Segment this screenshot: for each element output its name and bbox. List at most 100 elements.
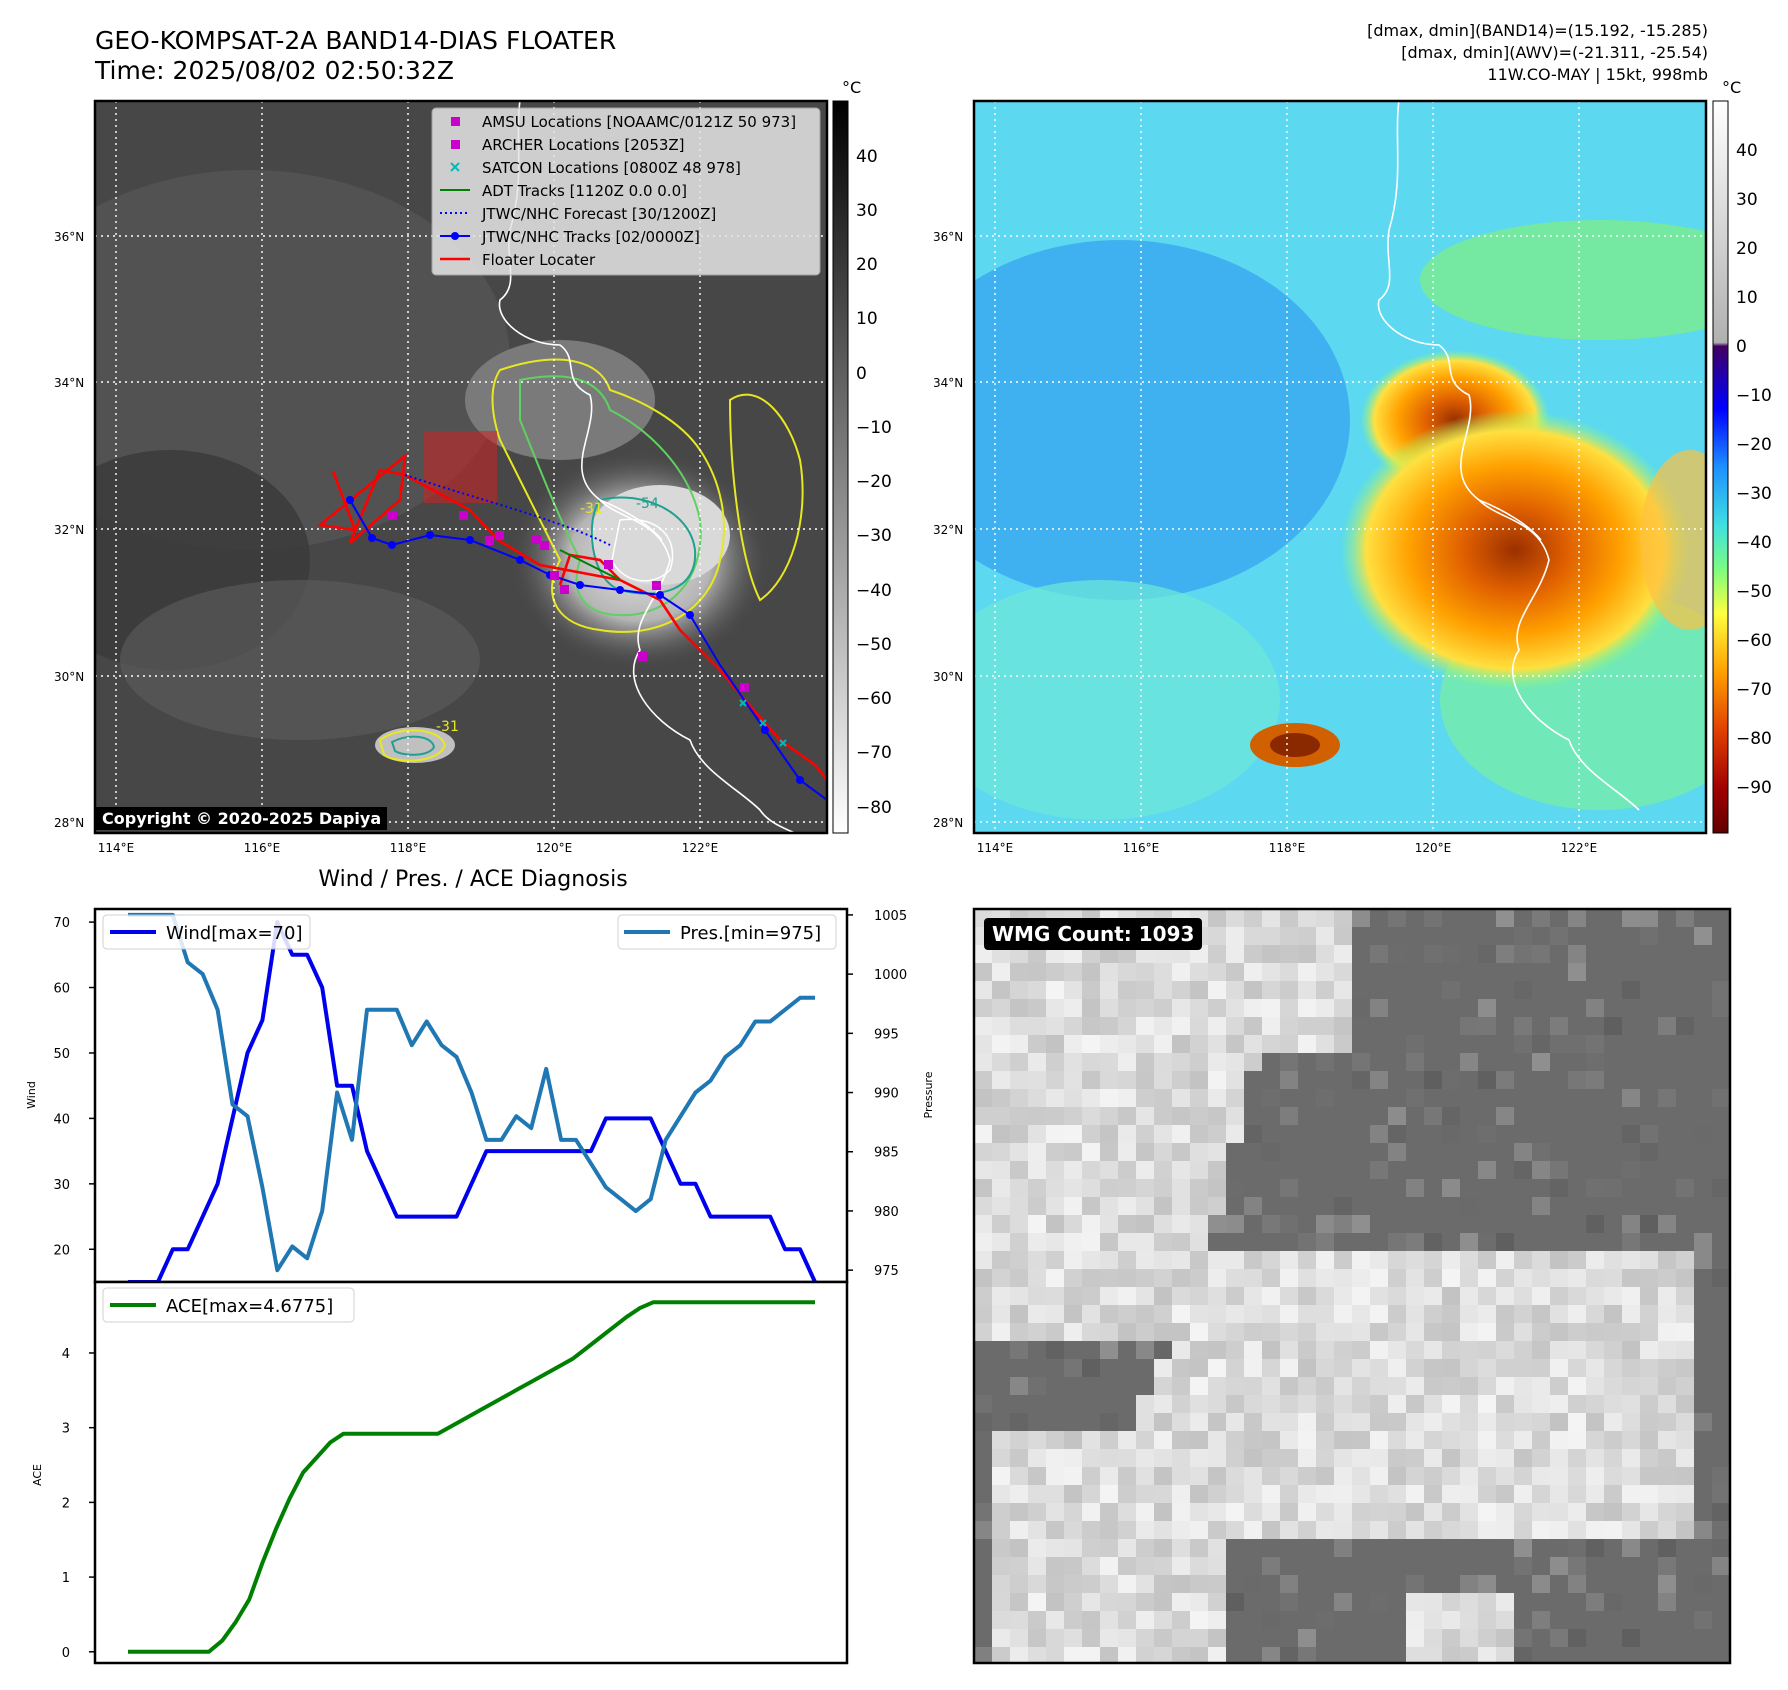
wmg-cell: [1478, 1359, 1496, 1377]
ir-map-lat-labels: 36°N 34°N 32°N 30°N 28°N: [54, 230, 84, 830]
wmg-cell: [1568, 963, 1586, 981]
wmg-cell: [1082, 1485, 1100, 1503]
wmg-cell: [1442, 1467, 1460, 1485]
wmg-cell: [1082, 1233, 1100, 1251]
wmg-cell: [1118, 1251, 1136, 1269]
wmg-cell: [974, 999, 992, 1017]
wmg-cell: [1550, 1323, 1568, 1341]
wmg-cell: [1532, 1143, 1550, 1161]
wmg-cell: [1046, 1611, 1064, 1629]
wmg-cell: [1010, 1611, 1028, 1629]
pressure-legend-label: Pres.[min=975]: [680, 923, 821, 944]
wmg-cell: [1640, 909, 1658, 927]
wmg-cell: [1136, 1143, 1154, 1161]
ace-tick-label: 4: [62, 1347, 70, 1362]
wmg-cell: [1712, 1467, 1730, 1485]
wmg-cell: [1460, 1521, 1478, 1539]
wmg-cell: [1406, 1269, 1424, 1287]
wmg-cell: [1370, 1395, 1388, 1413]
lat-label: 36°N: [54, 230, 84, 244]
wmg-cell: [1082, 1521, 1100, 1539]
wmg-cell: [1460, 1575, 1478, 1593]
wmg-cell: [1046, 999, 1064, 1017]
wmg-cell: [1442, 1395, 1460, 1413]
wmg-cell: [1208, 1215, 1226, 1233]
wmg-cell: [1046, 1233, 1064, 1251]
wmg-cell: [1442, 1269, 1460, 1287]
wmg-cell: [1100, 1161, 1118, 1179]
wmg-cell: [1298, 927, 1316, 945]
colorbar-tick: −80: [856, 798, 892, 818]
wmg-cell: [1262, 1413, 1280, 1431]
wmg-cell: [1046, 981, 1064, 999]
lat-label: 34°N: [54, 376, 84, 390]
wmg-cell: [1352, 1341, 1370, 1359]
wmg-cell: [1424, 1395, 1442, 1413]
wmg-cell: [1316, 1035, 1334, 1053]
wmg-cell: [1046, 1557, 1064, 1575]
wmg-cell: [1064, 1251, 1082, 1269]
wmg-cell: [1046, 1251, 1064, 1269]
wmg-cell: [1424, 1377, 1442, 1395]
wmg-cell: [1352, 1305, 1370, 1323]
awv-lon-labels: 114°E 116°E 118°E 120°E 122°E: [977, 841, 1598, 855]
wmg-cell: [1046, 1143, 1064, 1161]
wmg-cell: [1262, 981, 1280, 999]
wmg-cell: [1496, 909, 1514, 927]
wmg-cell: [1316, 963, 1334, 981]
wmg-cell: [1352, 1071, 1370, 1089]
wmg-cell: [1568, 945, 1586, 963]
wmg-cell: [1586, 1269, 1604, 1287]
wmg-cell: [1136, 1107, 1154, 1125]
wmg-cell: [1496, 1341, 1514, 1359]
wmg-cell: [974, 1503, 992, 1521]
wmg-cell: [1622, 1233, 1640, 1251]
wmg-cell: [1460, 1305, 1478, 1323]
wmg-cell: [1334, 945, 1352, 963]
wmg-cell: [1064, 963, 1082, 981]
wmg-cell: [1172, 1359, 1190, 1377]
wmg-cell: [1100, 1485, 1118, 1503]
wmg-cell: [1172, 1593, 1190, 1611]
wmg-cell: [1316, 1431, 1334, 1449]
wmg-cell: [1298, 1485, 1316, 1503]
wmg-cell: [1712, 1521, 1730, 1539]
wmg-cell: [1190, 1233, 1208, 1251]
wmg-cell: [1640, 1215, 1658, 1233]
wmg-cell: [1316, 1251, 1334, 1269]
wmg-cell: [1676, 1305, 1694, 1323]
wmg-cell: [1424, 1287, 1442, 1305]
wmg-cell: [1352, 1377, 1370, 1395]
wmg-cell: [1172, 1323, 1190, 1341]
wmg-cell: [1514, 1377, 1532, 1395]
pressure-tick-label: 985: [874, 1146, 899, 1161]
wmg-cell: [974, 1125, 992, 1143]
wmg-cell: [1208, 1197, 1226, 1215]
wmg-cell: [1424, 1251, 1442, 1269]
wmg-cell: [1208, 981, 1226, 999]
wmg-cell: [1154, 1305, 1172, 1323]
colorbar-tick: −70: [856, 743, 892, 763]
wmg-cell: [1082, 963, 1100, 981]
wmg-cell: [1082, 1305, 1100, 1323]
wmg-cell: [1514, 1359, 1532, 1377]
colorbar-tick: −10: [1736, 386, 1772, 406]
wmg-cell: [1190, 1449, 1208, 1467]
wmg-cell: [1262, 1035, 1280, 1053]
wmg-cell: [992, 1179, 1010, 1197]
wmg-cell: [1334, 1593, 1352, 1611]
wmg-cell: [1514, 1341, 1532, 1359]
wmg-cell: [1568, 1467, 1586, 1485]
wmg-cell: [1028, 1539, 1046, 1557]
wmg-cell: [1622, 1089, 1640, 1107]
wmg-cell: [1478, 1305, 1496, 1323]
wmg-cell: [1532, 1197, 1550, 1215]
wmg-cell: [1226, 1377, 1244, 1395]
lat-label: 30°N: [933, 670, 963, 684]
wmg-cell: [1028, 1071, 1046, 1089]
wmg-cell: [1298, 1395, 1316, 1413]
wmg-cell: [1676, 1431, 1694, 1449]
wmg-cell: [1658, 1305, 1676, 1323]
wmg-cell: [1244, 1269, 1262, 1287]
wmg-cell: [1010, 1557, 1028, 1575]
